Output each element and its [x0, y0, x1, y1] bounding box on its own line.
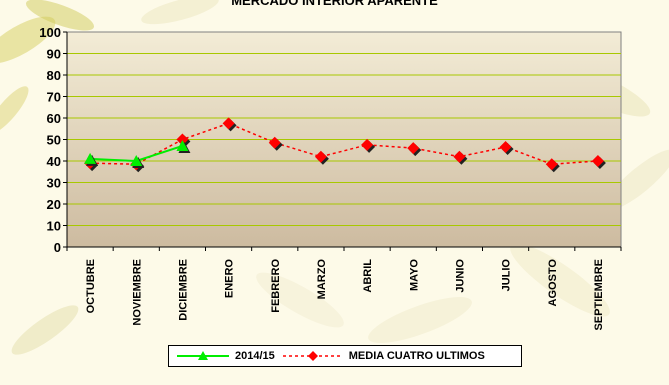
- gridlines: [67, 53, 621, 226]
- y-tick-label: 50: [47, 133, 61, 148]
- data-point: [130, 155, 143, 166]
- x-tick-label: JULIO: [501, 259, 513, 292]
- y-tick-label: 40: [47, 154, 61, 169]
- y-tick-label: 80: [47, 68, 61, 83]
- legend-item-media: MEDIA CUATRO ULTIMOS: [281, 350, 485, 362]
- data-point: [268, 136, 281, 149]
- data-point: [407, 142, 420, 155]
- legend-label: MEDIA CUATRO ULTIMOS: [348, 350, 485, 362]
- x-tick-label: JUNIO: [454, 259, 466, 293]
- data-point: [545, 158, 558, 171]
- x-tick-label: SEPTIEMBRE: [593, 259, 605, 331]
- x-tick-label: ABRIL: [362, 259, 374, 293]
- y-tick-label: 60: [47, 111, 61, 126]
- legend-swatch-green-triangle: [177, 351, 229, 360]
- data-point: [176, 139, 189, 151]
- data-point: [314, 150, 327, 163]
- data-point: [453, 150, 466, 163]
- x-tick-label: MARZO: [316, 259, 328, 300]
- y-tick-label: 100: [39, 25, 61, 40]
- data-point: [222, 117, 235, 130]
- y-tick-label: 30: [47, 176, 61, 191]
- y-axis: 0 10 20 30 40 50 60 70 80 90 100: [39, 25, 68, 255]
- x-tick-label: OCTUBRE: [85, 259, 97, 313]
- data-point: [361, 138, 374, 151]
- x-tick-label: FEBRERO: [270, 259, 282, 313]
- legend-item-2014-15: 2014/15: [175, 350, 275, 362]
- legend-label: 2014/15: [235, 350, 275, 362]
- data-point: [84, 152, 97, 164]
- x-tick-label: DICIEMBRE: [177, 259, 189, 321]
- x-tick-label: NOVIEMBRE: [131, 259, 143, 326]
- data-point: [591, 155, 604, 167]
- x-tick-label: MAYO: [408, 259, 420, 291]
- x-axis: OCTUBRE NOVIEMBRE DICIEMBRE ENERO FEBRERO MAR…: [66, 246, 622, 331]
- series-layer: [84, 117, 606, 173]
- y-tick-label: 10: [47, 219, 61, 234]
- y-tick-label: 0: [54, 240, 61, 255]
- y-tick-label: 70: [47, 90, 61, 105]
- data-point: [499, 141, 512, 154]
- legend: 2014/15 MEDIA CUATRO ULTIMOS: [168, 345, 522, 367]
- y-tick-label: 90: [47, 47, 61, 62]
- chart-title: MERCADO INTERIOR APARENTE: [231, 0, 438, 8]
- legend-swatch-red-diamond: [282, 351, 343, 361]
- y-tick-label: 20: [47, 197, 61, 212]
- x-tick-label: ENERO: [224, 259, 236, 299]
- x-tick-label: AGOSTO: [547, 259, 559, 307]
- data-point: [176, 133, 189, 146]
